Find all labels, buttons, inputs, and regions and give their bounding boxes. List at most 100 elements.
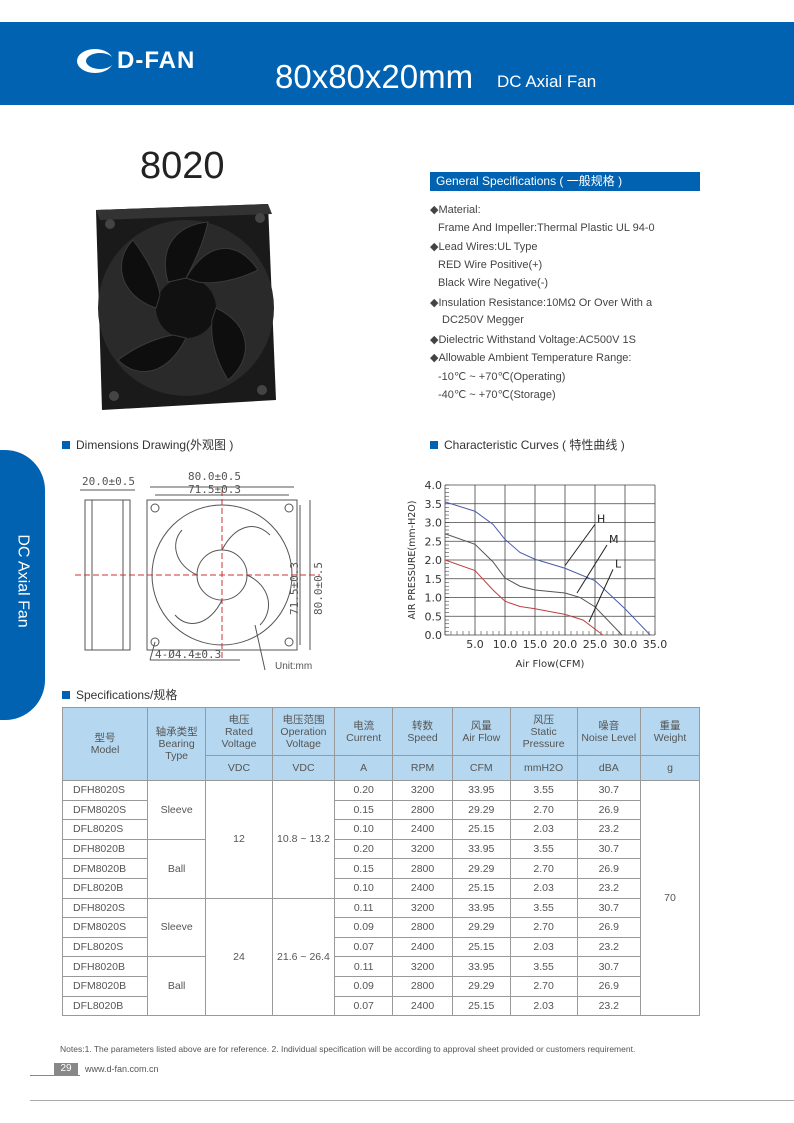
model-number: 8020: [140, 145, 225, 187]
table-cell: DFH8020B: [61, 838, 149, 860]
table-cell: 0.15: [334, 858, 394, 879]
spec-line: Black Wire Negative(-): [438, 277, 549, 289]
table-row: DFH8020S Sleeve 12 10.8 ~ 13.2 0.20 3200 33.95…: [61, 779, 700, 1017]
label-pointer: [576, 544, 608, 594]
x-tick-label: 10.0: [493, 638, 518, 651]
spec-line: RED Wire Positive(+): [438, 258, 543, 271]
table-cell: 23.2: [576, 877, 642, 899]
table-cell: DFM8020B: [61, 975, 149, 997]
side-tab-label: DC Axial Fan: [14, 534, 32, 628]
table-cell: 30.7: [576, 780, 642, 801]
unit-header: CFM: [451, 755, 511, 781]
table-cell: 2800: [392, 799, 453, 821]
table-cell: 12: [205, 780, 273, 899]
square-bullet-icon: [430, 441, 438, 449]
table-cell: 3.55: [509, 897, 578, 919]
website-url: www.d-fan.com.cn: [85, 1064, 159, 1074]
series-line-M: [444, 533, 623, 636]
table-cell: 2800: [392, 917, 453, 938]
y-tick-label: 0.5: [425, 610, 443, 623]
brand-name: D-FAN: [117, 47, 196, 74]
column-header: 轴承类型 Bearing Type: [147, 707, 207, 781]
table-cell: 26.9: [576, 799, 642, 821]
unit-header: RPM: [392, 755, 453, 781]
specifications-heading: Specifications/规格: [62, 686, 177, 703]
column-header: 型号 Model: [61, 707, 149, 781]
table-cell: 2.70: [509, 975, 578, 997]
table-cell: DFM8020B: [61, 858, 149, 879]
table-cell: 29.29: [451, 917, 511, 938]
page-subtitle: DC Axial Fan: [497, 72, 597, 91]
y-tick-label: 3.5: [425, 498, 443, 511]
column-header: 电流 Current: [334, 707, 394, 756]
notes: Notes:1. The parameters listed above are…: [60, 1044, 636, 1054]
outer-height-dim: 80.0±0.5: [312, 562, 325, 615]
table-cell: 29.29: [451, 799, 511, 821]
footer-line: [30, 1100, 794, 1101]
table-cell: 0.10: [334, 819, 394, 840]
brand-logo: D-FAN: [75, 44, 195, 78]
page-number: 29: [54, 1063, 78, 1075]
fan-photo: [96, 204, 276, 410]
table-cell: 24: [205, 897, 273, 1017]
table-cell: 0.10: [334, 877, 394, 899]
unit-header: VDC: [205, 755, 273, 781]
dimensions-drawing: 20.0±0.5 80.0±0.5 71.5±0.3 71.5±0.3 80.0…: [75, 470, 325, 672]
table-cell: Ball: [147, 838, 207, 899]
y-axis-label: AIR PRESSURE(mm-H2O): [407, 501, 418, 620]
unit-header: VDC: [271, 755, 336, 781]
table-cell: 2.03: [509, 877, 578, 899]
x-tick-label: 30.0: [613, 638, 638, 651]
column-header: 风压 Static Pressure: [509, 707, 578, 756]
table-cell: 2800: [392, 975, 453, 997]
table-cell: Sleeve: [147, 897, 207, 958]
side-tab: [0, 450, 45, 720]
table-cell: 3.55: [509, 780, 578, 801]
characteristic-curves-chart: 5.0 10.0 15.0 20.0 25.0 30.0 35.0 0.0 0.5 1.0 1.5 2…: [407, 479, 667, 670]
x-tick-label: 5.0: [466, 638, 484, 651]
table-cell: Sleeve: [147, 780, 207, 840]
x-tick-label: 25.0: [583, 638, 608, 651]
table-cell: 30.7: [576, 897, 642, 919]
table-cell: 25.15: [451, 995, 511, 1017]
outer-width-dim: 80.0±0.5: [188, 470, 241, 483]
spec-line: DC250V Megger: [442, 314, 524, 326]
table-cell: 0.07: [334, 995, 394, 1017]
table-cell: DFL8020S: [61, 936, 149, 958]
table-cell: 2400: [392, 819, 453, 840]
table-cell: 0.07: [334, 936, 394, 958]
table-cell: Ball: [147, 956, 207, 1017]
page-title: 80x80x20mm: [275, 58, 474, 95]
table-cell: 26.9: [576, 975, 642, 997]
spec-line: Frame And Impeller:Thermal Plastic UL 94…: [438, 221, 655, 234]
header-band: [0, 22, 794, 105]
y-tick-label: 0.0: [425, 629, 443, 642]
table-cell: 23.2: [576, 995, 642, 1017]
table-cell: 3.55: [509, 956, 578, 977]
column-header: 电压 Rated Voltage: [205, 707, 273, 756]
table-cell: 30.7: [576, 838, 642, 860]
table-cell: 3200: [392, 838, 453, 860]
table-cell: DFL8020S: [61, 819, 149, 840]
column-header: 噪音 Noise Level: [576, 707, 642, 756]
table-cell: 30.7: [576, 956, 642, 977]
table-cell: DFL8020B: [61, 995, 149, 1017]
x-tick-label: 20.0: [553, 638, 578, 651]
y-tick-label: 1.5: [425, 573, 443, 586]
table-row: DFM8020S 0.09 2800 29.29 2.70 26.9: [61, 917, 700, 938]
table-cell: 0.11: [334, 897, 394, 919]
table-row: DFM8020S 0.15 2800 29.29 2.70 26.9: [61, 799, 700, 821]
table-cell: 0.09: [334, 975, 394, 997]
table-cell: 2.03: [509, 936, 578, 958]
series-line-H: [444, 501, 651, 636]
table-cell: 2800: [392, 858, 453, 879]
y-tick-label: 4.0: [425, 479, 443, 492]
spec-line: ◆Dielectric Withstand Voltage:AC500V 1S: [430, 333, 636, 346]
hole-spacing-v-dim: 71.5±0.3: [288, 562, 301, 615]
spec-line: ◆Allowable Ambient Temperature Range:: [430, 352, 632, 364]
unit-header: g: [640, 755, 700, 781]
table-cell: 0.09: [334, 917, 394, 938]
table-row: DFH8020B Ball 0.11 3200 33.95 3.55 30.7: [61, 956, 700, 1017]
table-cell: 33.95: [451, 838, 511, 860]
spec-line: ◆Insulation Resistance:10MΩ Or Over With…: [430, 296, 653, 309]
